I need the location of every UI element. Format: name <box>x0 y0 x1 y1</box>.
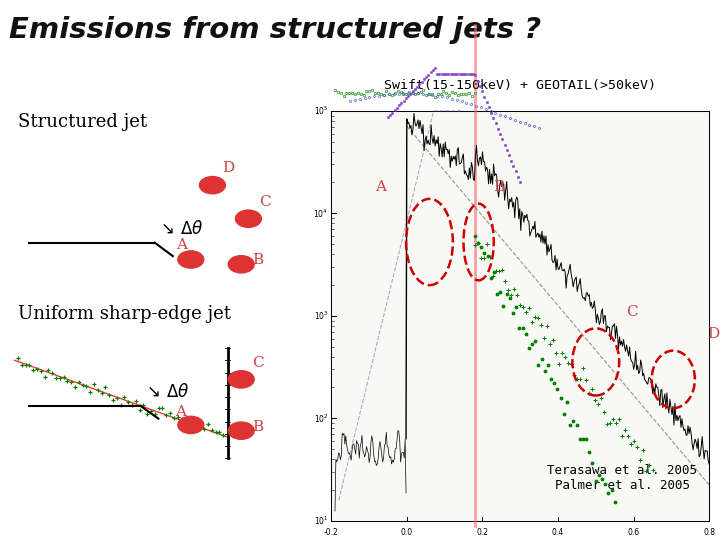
Text: Terasawa et al. 2005
Palmer et al. 2005: Terasawa et al. 2005 Palmer et al. 2005 <box>547 464 697 491</box>
Text: Emissions from structured jets ?: Emissions from structured jets ? <box>9 16 541 44</box>
Text: $10^3$: $10^3$ <box>313 309 328 322</box>
Circle shape <box>178 251 204 268</box>
Text: C: C <box>252 356 264 370</box>
Text: $10^2$: $10^2$ <box>314 412 328 424</box>
Text: 0.2: 0.2 <box>477 528 488 537</box>
Text: $10^1$: $10^1$ <box>314 515 328 527</box>
Circle shape <box>178 416 204 434</box>
Text: D: D <box>222 160 234 174</box>
Text: Swift(15-150keV) + GEOTAIL(>50keV): Swift(15-150keV) + GEOTAIL(>50keV) <box>384 79 656 92</box>
Text: A: A <box>375 180 386 194</box>
Text: A: A <box>176 238 187 252</box>
Text: 0.0: 0.0 <box>401 528 413 537</box>
Text: Structured jet: Structured jet <box>18 113 147 131</box>
Text: B: B <box>252 253 263 267</box>
Text: $\searrow \, \Delta\theta$: $\searrow \, \Delta\theta$ <box>143 383 189 401</box>
Text: $\searrow \, \Delta\theta$: $\searrow \, \Delta\theta$ <box>157 220 203 238</box>
Circle shape <box>228 255 254 273</box>
Text: 0.6: 0.6 <box>628 528 639 537</box>
Text: 0.8: 0.8 <box>703 528 715 537</box>
Text: B: B <box>252 420 263 434</box>
Text: $10^4$: $10^4$ <box>313 207 328 220</box>
Text: D: D <box>707 327 719 341</box>
Text: -0.2: -0.2 <box>324 528 338 537</box>
Circle shape <box>228 422 254 440</box>
Text: C: C <box>259 195 271 209</box>
Circle shape <box>199 177 225 194</box>
Text: C: C <box>626 305 638 319</box>
Text: 0.4: 0.4 <box>552 528 564 537</box>
Text: A: A <box>175 405 186 419</box>
Text: B: B <box>493 180 504 194</box>
Circle shape <box>235 210 261 227</box>
Text: $10^5$: $10^5$ <box>314 105 328 117</box>
Circle shape <box>228 371 254 388</box>
FancyBboxPatch shape <box>331 111 709 521</box>
Text: Uniform sharp-edge jet: Uniform sharp-edge jet <box>18 305 231 323</box>
